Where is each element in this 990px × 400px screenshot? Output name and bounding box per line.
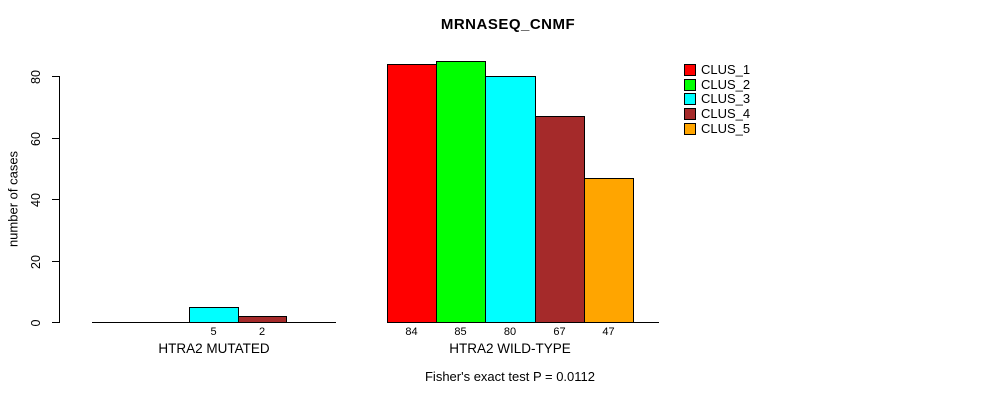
legend-label-clus_4: CLUS_4: [701, 106, 751, 121]
y-tick-label: 60: [29, 131, 43, 146]
bar-clus_1-wildtype: [387, 64, 437, 323]
group-label-mutated: HTRA2 MUTATED: [158, 341, 270, 356]
bar-value-label: 80: [503, 326, 517, 338]
fisher-test-annotation: Fisher's exact test P = 0.0112: [424, 369, 596, 384]
bar-value-label: 2: [258, 326, 266, 338]
y-tick-label: 40: [29, 192, 43, 207]
legend-swatch-clus_2: [684, 79, 696, 91]
legend-swatch-clus_3: [684, 93, 696, 105]
chart-title: MRNASEQ_CNMF: [440, 16, 576, 33]
legend-label-clus_3: CLUS_3: [701, 91, 751, 106]
legend-swatch-clus_4: [684, 108, 696, 120]
y-axis-label: number of cases: [5, 150, 21, 248]
y-axis-tick: [52, 76, 60, 77]
bar-value-label: 84: [405, 326, 418, 338]
group-label-wildtype: HTRA2 WILD-TYPE: [449, 341, 571, 356]
y-tick-label: 0: [29, 319, 43, 326]
legend-label-clus_1: CLUS_1: [701, 62, 751, 77]
y-axis-tick: [52, 322, 60, 323]
bar-value-label: 85: [454, 326, 467, 338]
bar-clus_3-mutated: [189, 307, 239, 323]
legend-label-clus_2: CLUS_2: [701, 77, 751, 92]
bar-clus_4-wildtype: [535, 116, 585, 323]
bar-value-label: 67: [553, 326, 566, 338]
legend-swatch-clus_5: [684, 123, 696, 135]
bar-value-label: 5: [210, 326, 217, 338]
bar-clus_5-wildtype: [584, 178, 634, 323]
legend-label-clus_5: CLUS_5: [701, 121, 751, 136]
bar-value-label: 47: [602, 326, 615, 338]
y-axis-tick: [52, 261, 60, 262]
y-axis-tick: [52, 138, 60, 139]
bar-clus_2-wildtype: [436, 61, 486, 323]
y-tick-label: 20: [29, 254, 43, 269]
bar-clus_4-mutated: [238, 316, 287, 323]
bar-clus_3-wildtype: [485, 76, 536, 323]
legend-swatch-clus_1: [684, 64, 696, 76]
y-tick-label: 80: [29, 69, 43, 84]
y-axis-tick: [52, 199, 60, 200]
